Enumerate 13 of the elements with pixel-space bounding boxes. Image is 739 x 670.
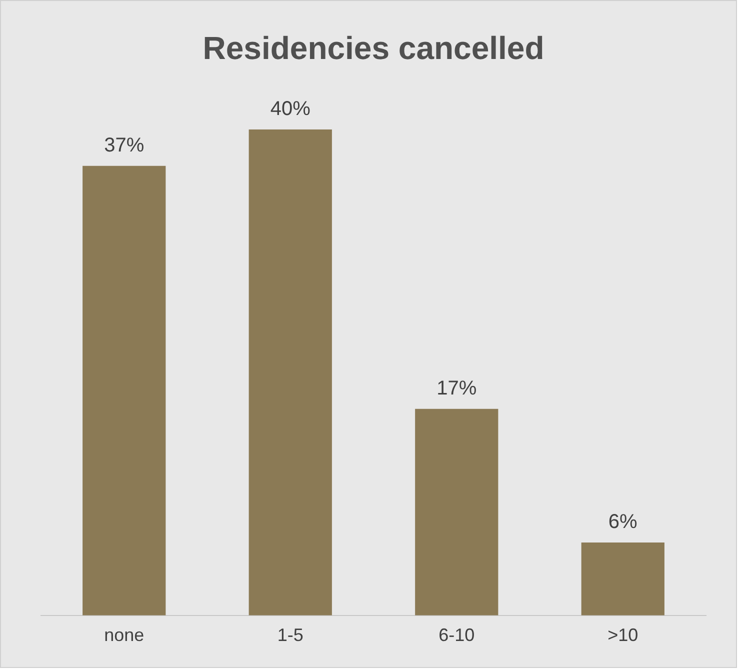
data-label: 40% [270, 98, 311, 120]
x-tick-label: 6-10 [438, 625, 475, 646]
data-label: 6% [608, 511, 638, 534]
bar [581, 542, 664, 616]
bar [248, 129, 332, 616]
data-label: 37% [104, 134, 144, 156]
x-tick-label: none [104, 625, 144, 646]
chart-title: Residencies cancelled [202, 30, 544, 66]
x-tick-label: >10 [608, 625, 638, 646]
bar [415, 408, 498, 616]
data-label: 17% [436, 377, 477, 400]
bar [82, 166, 166, 616]
x-tick-label: 1-5 [277, 625, 304, 646]
